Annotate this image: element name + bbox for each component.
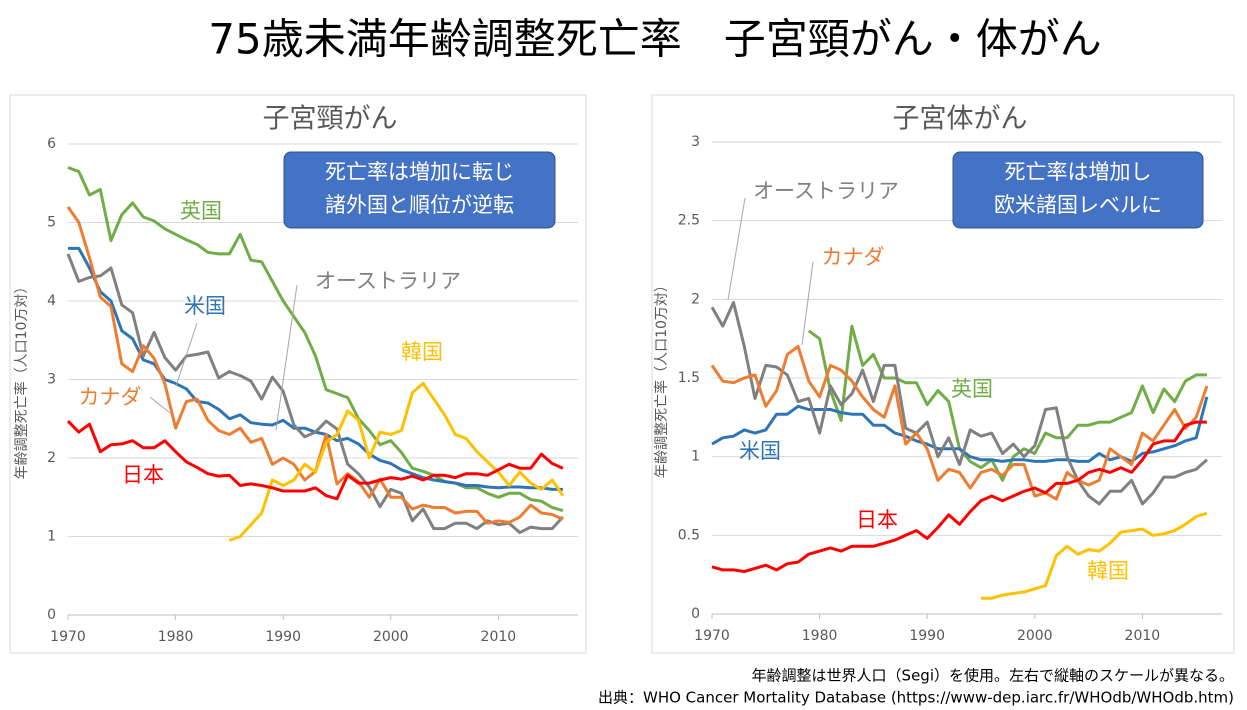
annotation-text: 死亡率は増加に転じ (325, 160, 514, 184)
leader-line (727, 197, 746, 301)
y-tick-label: 3 (47, 372, 56, 388)
y-tick-label: 3 (691, 134, 700, 150)
series-label: 韓国 (1087, 559, 1129, 583)
series-line (66, 253, 565, 535)
y-axis-label: 年齢調整死亡率（人口10万対） (13, 280, 30, 480)
y-tick-label: 1 (691, 449, 700, 465)
annotation-text: 死亡率は増加し (1005, 160, 1152, 184)
series-label: 米国 (184, 294, 226, 318)
series-line (710, 301, 1208, 506)
y-tick-label: 5 (47, 215, 56, 231)
y-axis-label: 年齢調整死亡率（人口10万対） (653, 278, 670, 478)
y-tick-label: 0 (47, 607, 56, 623)
series-label: 英国 (180, 199, 222, 223)
y-tick-label: 0.5 (678, 527, 700, 543)
series-label: 日本 (122, 463, 164, 487)
annotation-text: 欧米諸国レベルに (994, 193, 1162, 217)
leader-line (175, 322, 198, 387)
x-tick-label: 1970 (694, 628, 730, 644)
note: 年齢調整は世界人口（Segi）を使用。左右で縦軸のスケールが異なる。 (752, 667, 1234, 685)
series-label: オーストラリア (753, 179, 899, 203)
series-label: カナダ (822, 245, 885, 269)
y-tick-label: 1 (47, 529, 56, 545)
leader-line (801, 261, 814, 346)
y-tick-label: 2.5 (678, 213, 700, 229)
y-tick-label: 0 (691, 606, 700, 622)
x-tick-label: 1970 (50, 629, 86, 645)
series-label: カナダ (79, 385, 142, 409)
annotation-box (952, 151, 1204, 229)
x-tick-label: 1990 (265, 629, 301, 645)
x-tick-label: 2010 (1125, 628, 1161, 644)
y-tick-label: 1.5 (678, 370, 700, 386)
y-tick-label: 2 (691, 291, 700, 307)
leader-line (275, 284, 298, 431)
page-title: 75歳未満年齢調整死亡率 子宮頸がん・体がん (208, 15, 1101, 64)
x-tick-label: 2000 (373, 629, 409, 645)
series-line (981, 511, 1208, 600)
chart-title: 子宮頸がん (263, 104, 398, 135)
series-label: 英国 (951, 377, 993, 401)
x-tick-label: 2010 (481, 629, 517, 645)
leader-line (149, 396, 171, 414)
y-tick-label: 6 (47, 136, 56, 152)
annotation-text: 諸外国と順位が逆転 (325, 193, 514, 217)
x-tick-label: 1980 (158, 629, 194, 645)
chart-frame (651, 94, 1235, 654)
chart-frame (9, 94, 587, 654)
series-line (228, 381, 565, 542)
series-label: 米国 (739, 439, 781, 463)
x-tick-label: 1990 (909, 628, 945, 644)
x-tick-label: 2000 (1017, 628, 1053, 644)
y-tick-label: 2 (47, 450, 56, 466)
series-label: オーストラリア (315, 269, 461, 293)
series-label: 韓国 (401, 340, 443, 364)
series-line (710, 345, 1209, 501)
y-tick-label: 4 (47, 293, 56, 309)
note: 出典：WHO Cancer Mortality Database (https:… (598, 689, 1234, 707)
series-line (66, 420, 564, 501)
series-line (711, 420, 1207, 573)
series-label: 日本 (856, 508, 898, 532)
chart-title: 子宮体がん (893, 104, 1028, 135)
annotation-box (283, 151, 556, 229)
series-line (67, 166, 564, 513)
x-tick-label: 1980 (802, 628, 838, 644)
